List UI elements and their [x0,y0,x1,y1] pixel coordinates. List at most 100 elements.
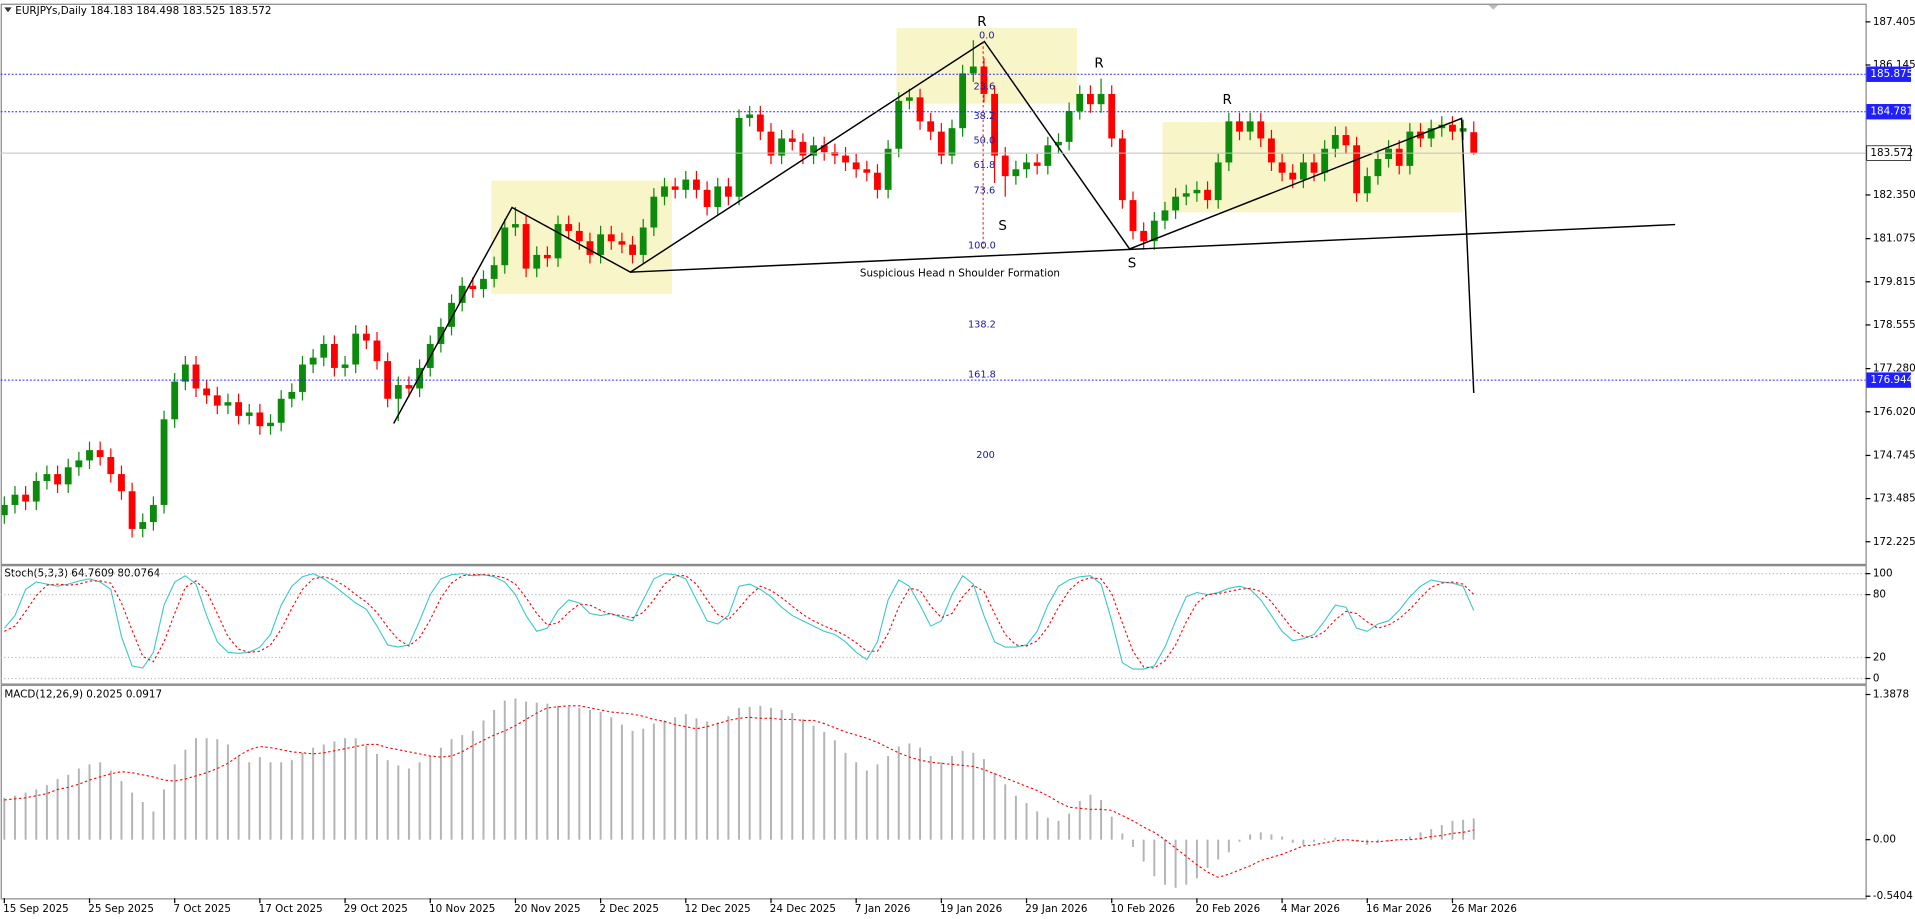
candle-body [320,343,328,358]
histogram-bar [1462,819,1465,840]
candle-body [607,234,615,242]
fib-label: 100.0 [968,240,996,251]
candle-body [565,224,573,231]
histogram-bar [833,740,836,840]
histogram-bar [1313,839,1316,842]
candle-body [171,381,179,420]
candle-body [543,254,551,259]
candle-body [394,385,402,399]
histogram-bar [429,755,432,840]
fib-label: 0.0 [979,30,995,41]
x-tick-label: 29 Oct 2025 [344,903,408,915]
histogram-bar [525,701,528,840]
zigzag [393,40,1475,424]
candle-body [916,97,924,122]
candle-body [203,388,211,396]
histogram-bar [844,752,847,840]
histogram-bar [450,739,453,840]
histogram-bar [77,768,80,840]
candle-body [682,179,690,190]
candle-body [1033,162,1041,166]
candle-body [288,391,296,399]
candles [0,40,1478,538]
histogram-bar [1057,820,1060,840]
histogram-bar [131,792,134,840]
price-box [1866,104,1912,120]
histogram-bar [1419,832,1422,840]
histogram-bar [471,730,474,840]
candle-body [756,114,764,132]
histogram-bar [908,743,911,840]
price-box-label: 176.944 [1870,374,1913,386]
histogram-bar [684,714,687,840]
candle-body [149,504,157,523]
histogram-bar [1089,794,1092,840]
candle-body [1012,169,1020,177]
candle-body [362,333,370,341]
x-tick-label: 20 Feb 2026 [1196,903,1260,915]
histogram-bar [663,720,666,840]
y-tick-label: 176.020 [1873,406,1915,418]
main-panel [0,3,1867,566]
candle-body [405,385,413,389]
candle-body [1310,162,1318,173]
y-tick-label: -0.5404 [1873,890,1913,902]
histogram-bar [1153,839,1156,877]
histogram-bar [599,712,602,840]
candle-body [86,450,93,461]
histogram-bar [1174,839,1177,888]
candle-body [277,398,285,423]
candle-body [330,343,338,368]
candle-body [43,474,51,481]
histogram-bar [1142,839,1145,862]
histogram-bar [642,728,645,840]
histogram-bar [695,718,698,840]
candle-body [1385,148,1392,160]
candle-body [32,480,40,502]
histogram-bar [535,702,538,840]
histogram-bar [333,741,336,840]
histogram-bar [173,764,176,840]
candle-body [1427,128,1435,139]
fib-label: 61.8 [973,160,995,171]
candle-body [714,186,722,207]
candle-body [1246,121,1254,132]
histogram-bar [727,716,730,840]
candle-body [1374,159,1382,177]
histogram-bar [588,709,591,840]
candle-body [139,522,147,529]
y-tick-label: 173.485 [1873,493,1915,505]
histogram-bar [205,738,208,840]
candle-body [1097,93,1105,105]
candle-body [1395,148,1403,166]
histogram-bar [301,752,304,840]
candle-body [778,138,786,156]
histogram-bar [365,745,368,840]
candle-body [1353,145,1361,194]
candle-body [671,186,679,190]
histogram-bar [631,730,634,840]
x-tick-label: 10 Feb 2026 [1110,903,1174,915]
x-tick-label: 29 Jan 2026 [1025,903,1087,915]
y-tick-label: 0.00 [1873,834,1896,846]
histogram-bar [716,722,719,840]
collapse-icon[interactable] [4,7,12,13]
x-tick-label: 4 Mar 2026 [1281,903,1340,915]
candle-body [767,131,775,156]
histogram-bar [1110,816,1113,840]
shift-marker [1488,4,1499,10]
candle-body [1108,93,1116,139]
price-box-label: 183.572 [1870,147,1913,159]
candle-body [1023,162,1030,170]
histogram-bar [1068,813,1071,840]
histogram-bar [865,770,868,840]
histogram-bar [482,720,485,840]
price-box [1866,145,1912,161]
histogram-bar [578,707,581,840]
x-tick-label: 16 Mar 2026 [1366,903,1432,915]
candle-body [1406,131,1414,166]
candle-body [927,121,935,132]
histogram-bar [354,738,357,840]
candle-body [437,326,445,344]
